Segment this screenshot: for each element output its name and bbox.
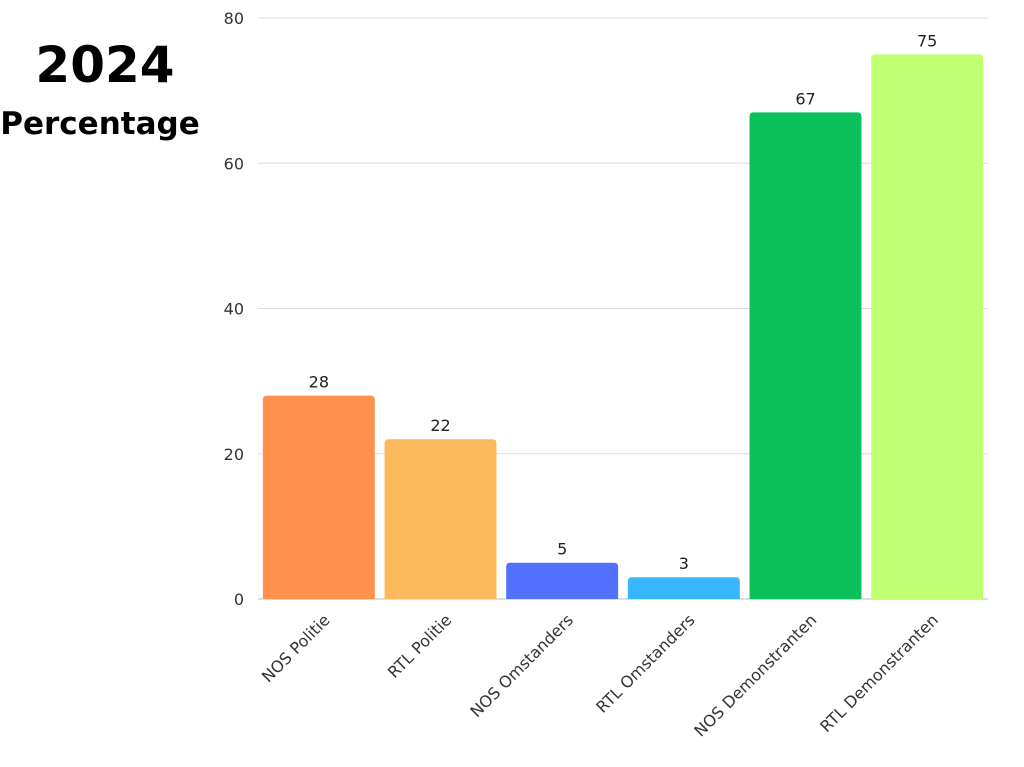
gridlines [258, 17, 988, 600]
value-labels: 28 22 5 3 67 75 [309, 31, 938, 573]
chart-title: 2024 [35, 36, 175, 94]
bar-value-label: 67 [795, 89, 815, 108]
y-tick-label: 80 [224, 9, 244, 28]
x-tick-label: NOS Omstanders [466, 610, 577, 721]
bar-value-label: 28 [309, 373, 329, 392]
x-tick-label: RTL Demonstranten [816, 610, 942, 736]
bars [262, 54, 984, 599]
bar [749, 112, 862, 599]
bar [871, 54, 984, 599]
bar [506, 562, 619, 599]
x-tick-label: NOS Demonstranten [690, 610, 820, 740]
y-tick-label: 20 [224, 445, 244, 464]
bar-value-label: 3 [679, 554, 689, 573]
chart-subtitle: Percentage [0, 106, 200, 142]
x-axis: NOS Politie RTL Politie NOS Omstanders RTL … [258, 610, 942, 740]
bar [384, 439, 497, 599]
bar-value-label: 5 [557, 540, 567, 559]
bar-value-label: 75 [917, 31, 937, 50]
bar [262, 395, 375, 599]
x-tick-label: NOS Politie [258, 610, 334, 686]
y-tick-label: 0 [234, 590, 244, 609]
bar-value-label: 22 [430, 416, 450, 435]
x-tick-label: RTL Omstanders [592, 610, 698, 716]
x-tick-label: RTL Politie [384, 610, 455, 681]
bar [627, 577, 740, 599]
y-tick-label: 60 [224, 154, 244, 173]
y-axis: 0 20 40 60 80 [224, 9, 244, 609]
y-tick-label: 40 [224, 300, 244, 319]
